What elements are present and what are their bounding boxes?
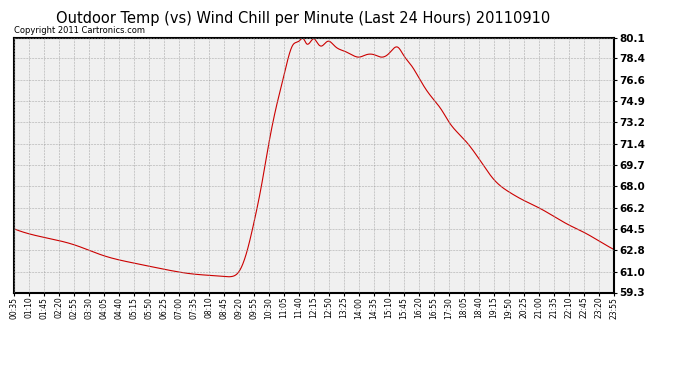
Text: Outdoor Temp (vs) Wind Chill per Minute (Last 24 Hours) 20110910: Outdoor Temp (vs) Wind Chill per Minute …: [57, 11, 551, 26]
Text: Copyright 2011 Cartronics.com: Copyright 2011 Cartronics.com: [14, 26, 146, 35]
